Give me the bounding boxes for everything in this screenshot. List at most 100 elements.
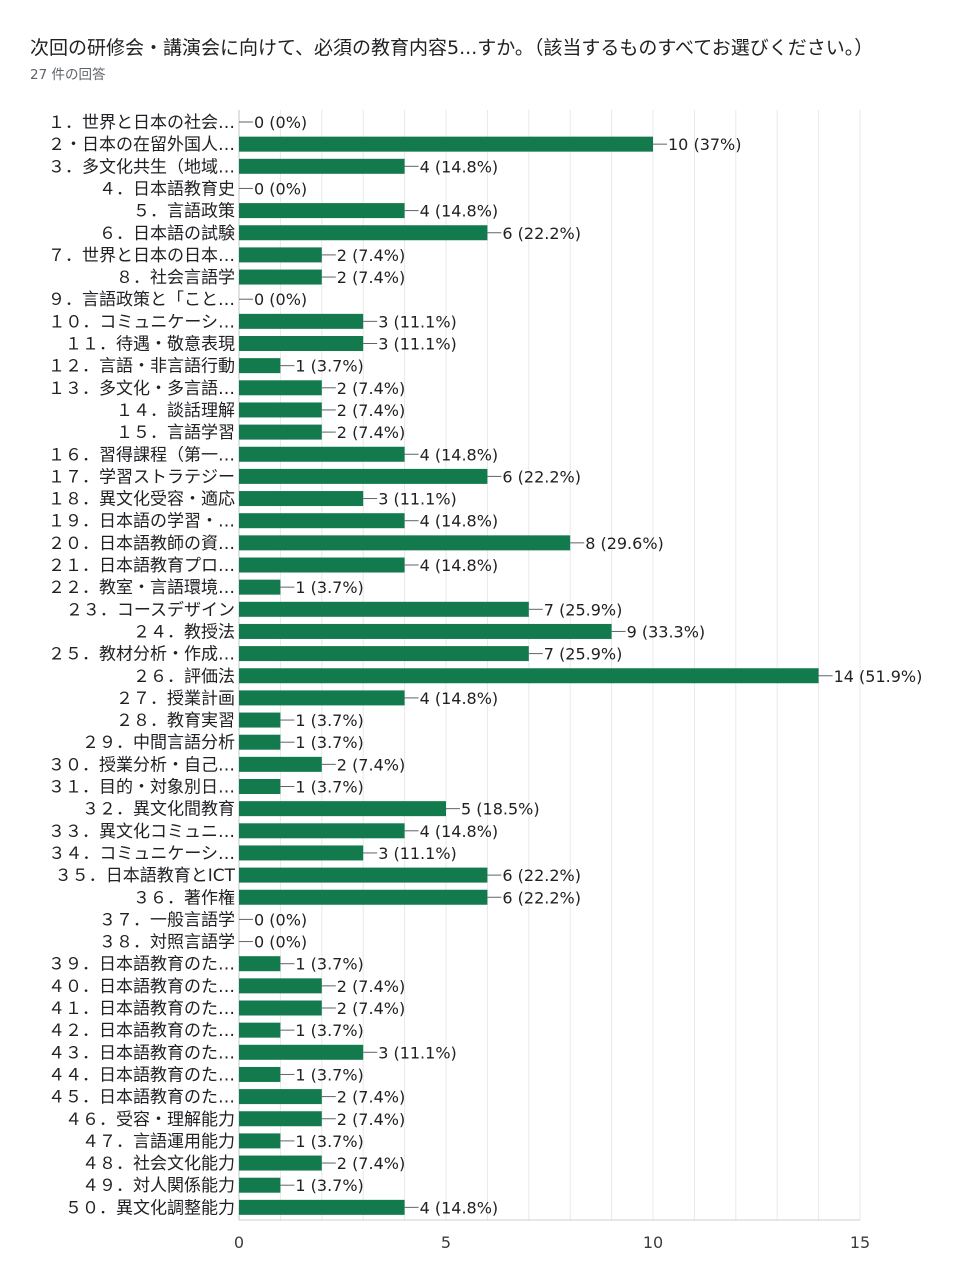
x-tick-label: 10 [643, 1233, 663, 1252]
category-label: ２６．評価法 [133, 667, 235, 687]
category-label: ２０．日本語教師の資… [48, 534, 235, 554]
data-label: 1 (3.7%) [295, 733, 363, 752]
data-label: 4 (14.8%) [420, 512, 499, 531]
category-label: ２７．授業計画 [116, 689, 235, 709]
data-label: 2 (7.4%) [337, 379, 405, 398]
bar [239, 491, 364, 507]
bar [239, 557, 405, 573]
data-label: 1 (3.7%) [295, 1021, 363, 1040]
category-label: １．世界と日本の社会… [48, 113, 235, 133]
bar [239, 956, 281, 972]
bar [239, 513, 405, 529]
bar [239, 136, 653, 152]
bar [239, 601, 529, 617]
data-label: 6 (22.2%) [502, 866, 581, 885]
data-label: 10 (37%) [668, 135, 742, 154]
category-label: １４．談話理解 [116, 401, 235, 421]
bar [239, 158, 405, 174]
category-label: ３５．日本語教育とICT [55, 866, 236, 886]
bar [239, 402, 322, 418]
bar [239, 203, 405, 219]
bar [239, 779, 281, 794]
data-label: 6 (22.2%) [502, 467, 581, 486]
x-axis-ticks: 0 5 10 15 [234, 1233, 870, 1252]
category-label: ４５．日本語教育のた… [48, 1088, 235, 1108]
bar [239, 712, 281, 728]
category-label: ３７．一般言語学 [99, 910, 235, 930]
bar [239, 1177, 281, 1193]
data-label: 2 (7.4%) [337, 423, 405, 442]
category-label: ４８．社会文化能力 [82, 1154, 235, 1174]
data-label: 0 (0%) [254, 179, 307, 198]
category-labels: １．世界と日本の社会…２・日本の在留外国人…３．多文化共生（地域…４．日本語教育… [48, 113, 236, 1218]
data-label: 2 (7.4%) [337, 1154, 405, 1173]
category-label: ２８．教育実習 [116, 711, 235, 731]
category-label: １７．学習ストラテジー [48, 467, 235, 487]
data-label: 1 (3.7%) [295, 778, 363, 797]
data-label: 2 (7.4%) [337, 755, 405, 774]
data-label: 2 (7.4%) [337, 1088, 405, 1107]
response-count: 27 件の回答 [30, 67, 106, 83]
bars [239, 136, 819, 1215]
data-label: 2 (7.4%) [337, 977, 405, 996]
category-label: ９．言語政策と「こと… [48, 290, 235, 310]
data-label: 4 (14.8%) [420, 445, 499, 464]
bar [239, 1022, 281, 1038]
category-label: １５．言語学習 [116, 423, 235, 443]
category-label: ５０．異文化調整能力 [65, 1198, 235, 1218]
category-label: ３２．異文化間教育 [82, 800, 235, 820]
data-label: 3 (11.1%) [378, 490, 457, 509]
category-label: ３４．コミュニケーシ… [48, 844, 235, 864]
category-label: ２４．教授法 [133, 622, 235, 642]
data-label: 8 (29.6%) [585, 534, 664, 553]
data-label: 2 (7.4%) [337, 401, 405, 420]
bar [239, 1044, 364, 1060]
bar [239, 468, 488, 484]
bar [239, 269, 322, 285]
bar [239, 690, 405, 706]
data-label: 3 (11.1%) [378, 1043, 457, 1062]
data-label: 3 (11.1%) [378, 844, 457, 863]
data-label: 7 (25.9%) [544, 600, 623, 619]
question-title: 次回の研修会・講演会に向けて、必須の教育内容5...すか。（該当するものすべてお… [30, 37, 874, 59]
data-label: 14 (51.9%) [834, 667, 923, 686]
x-tick-label: 5 [441, 1233, 451, 1252]
bar [239, 380, 322, 396]
data-label: 1 (3.7%) [295, 955, 363, 974]
category-label: ４２．日本語教育のた… [48, 1021, 235, 1041]
data-label: 4 (14.8%) [420, 202, 499, 221]
x-tick-label: 0 [234, 1233, 244, 1252]
bar [239, 734, 281, 750]
bar [239, 313, 364, 329]
category-label: ４０．日本語教育のた… [48, 977, 235, 997]
data-label: 3 (11.1%) [378, 312, 457, 331]
category-label: １１．待遇・敬意表現 [65, 335, 235, 355]
category-label: ４９．対人関係能力 [82, 1176, 235, 1196]
category-label: ２３．コースデザイン [66, 599, 235, 620]
data-label: 2 (7.4%) [337, 268, 405, 287]
bar [239, 646, 529, 662]
data-label: 4 (14.8%) [420, 556, 499, 575]
category-label: ３６．著作権 [133, 888, 235, 908]
data-label: 0 (0%) [254, 933, 307, 952]
bar [239, 801, 446, 817]
bar [239, 336, 364, 351]
data-label: 2 (7.4%) [337, 246, 405, 265]
data-label: 6 (22.2%) [502, 224, 581, 243]
bar [239, 845, 364, 861]
category-label: ６．日本語の試験 [99, 224, 235, 244]
category-label: １６．習得課程（第一… [48, 445, 235, 465]
category-label: １２．言語・非言語行動 [48, 357, 235, 377]
data-label: 1 (3.7%) [295, 711, 363, 730]
category-label: ４１．日本語教育のた… [48, 999, 235, 1019]
data-labels: 0 (0%)10 (37%)4 (14.8%)0 (0%)4 (14.8%)6 … [239, 113, 922, 1217]
category-label: ７．世界と日本の日本… [48, 246, 235, 266]
data-label: 0 (0%) [254, 910, 307, 929]
data-label: 2 (7.4%) [337, 1110, 405, 1129]
data-label: 5 (18.5%) [461, 800, 540, 819]
bar [239, 1155, 322, 1171]
bar [239, 823, 405, 839]
category-label: ２９．中間言語分析 [82, 733, 235, 753]
bar [239, 756, 322, 772]
